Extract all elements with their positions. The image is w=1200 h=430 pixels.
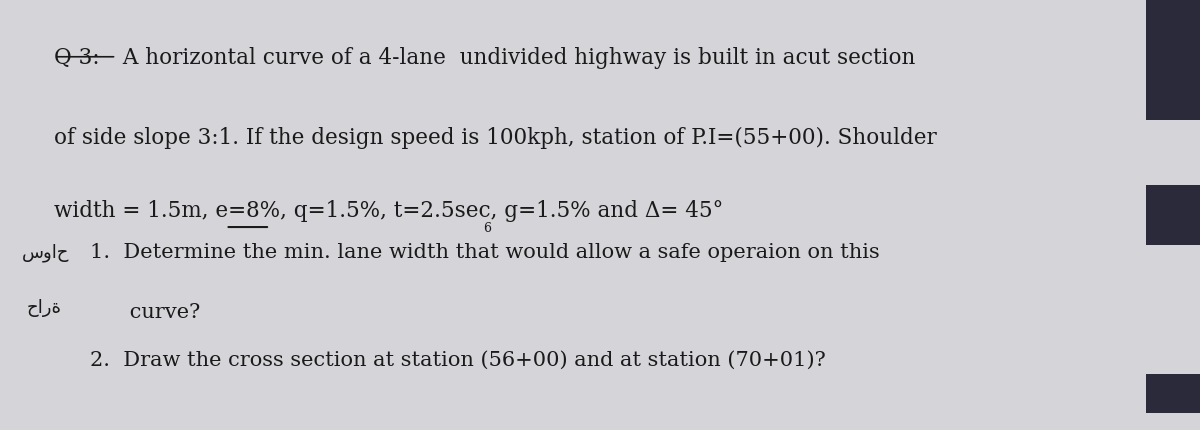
Text: حارة: حارة [26, 299, 61, 317]
Text: 6: 6 [484, 222, 492, 235]
Text: Q 3:: Q 3: [54, 47, 100, 69]
Text: سواح: سواح [22, 243, 70, 261]
Text: 1.  Determine the min. lane width that would allow a safe operaion on this: 1. Determine the min. lane width that wo… [90, 243, 880, 262]
Text: of side slope 3:1. If the design speed is 100kph, station of P.I=(55+00). Should: of side slope 3:1. If the design speed i… [54, 127, 937, 149]
FancyBboxPatch shape [1146, 185, 1200, 245]
Text: width = 1.5m, e=8%, q=1.5%, t=2.5sec, g=1.5% and Δ= 45°: width = 1.5m, e=8%, q=1.5%, t=2.5sec, g=… [54, 200, 724, 222]
Text: A horizontal curve of a 4-lane  undivided highway is built in acut section: A horizontal curve of a 4-lane undivided… [116, 47, 916, 69]
Text: curve?: curve? [90, 303, 200, 322]
Text: 2.  Draw the cross section at station (56+00) and at station (70+01)?: 2. Draw the cross section at station (56… [90, 350, 826, 369]
FancyBboxPatch shape [1146, 0, 1200, 120]
FancyBboxPatch shape [1146, 374, 1200, 413]
